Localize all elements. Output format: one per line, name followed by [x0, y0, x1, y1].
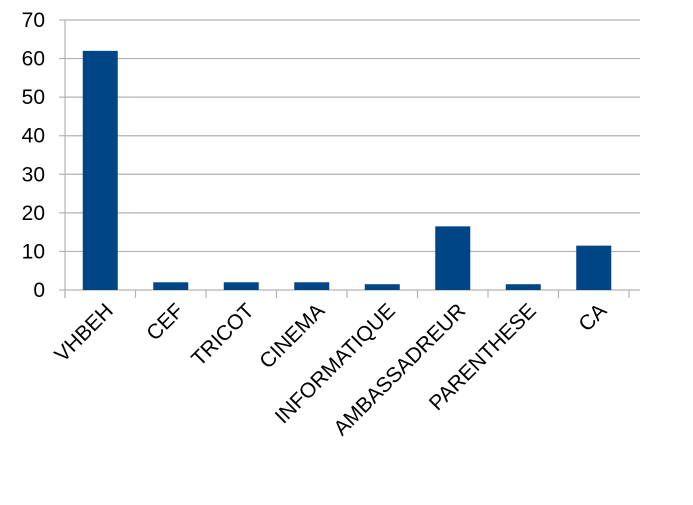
y-tick-label: 10 [22, 240, 45, 263]
x-tick-label: AMBASSADREUR [329, 299, 470, 440]
bar-parenthese [505, 284, 541, 290]
bar-ca [576, 245, 612, 290]
bar-informatique [364, 284, 400, 290]
y-tick-label: 60 [22, 48, 45, 71]
x-tick-labels: VHBEH CEFTRICOTCINEMAINFORMATIQUEAMBASSAD… [50, 299, 611, 440]
y-tick-label: 40 [22, 125, 45, 148]
y-tick-labels: 0 10 20 30 40 50 60 70 [22, 9, 45, 302]
gridlines [65, 19, 640, 291]
y-tick-label: 20 [22, 202, 45, 225]
x-tick-label: CA [574, 299, 611, 336]
x-tick-label: TRICOT [187, 299, 259, 371]
bars [82, 50, 612, 290]
y-tick-label: 70 [22, 9, 45, 32]
x-tick-label: CINEMA [255, 299, 329, 373]
x-tick-label: CEF [142, 299, 188, 345]
bar-cinema [294, 282, 330, 290]
bar-vhbeh [82, 50, 118, 290]
y-tick-label: 50 [22, 86, 45, 109]
y-tick-label: 30 [22, 163, 45, 186]
x-tick-label: INFORMATIQUE [271, 299, 400, 428]
x-tick-label: VHBEH [50, 299, 117, 366]
bar-ambassadreur [435, 226, 471, 290]
bar-cef [153, 282, 189, 290]
bar-tricot [223, 282, 259, 290]
y-tick-label: 0 [33, 279, 45, 302]
axes [59, 19, 630, 298]
